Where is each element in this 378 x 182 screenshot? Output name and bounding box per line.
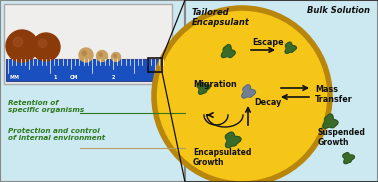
Circle shape — [113, 55, 116, 57]
Circle shape — [331, 123, 334, 126]
Circle shape — [229, 53, 232, 55]
Text: Decay: Decay — [254, 98, 281, 107]
Text: Retention of
specific organisms: Retention of specific organisms — [8, 100, 84, 113]
Circle shape — [96, 50, 107, 62]
Circle shape — [199, 85, 201, 88]
Circle shape — [13, 37, 23, 47]
Circle shape — [226, 54, 228, 56]
Circle shape — [6, 30, 38, 62]
Circle shape — [345, 159, 347, 161]
Circle shape — [325, 120, 328, 123]
Polygon shape — [285, 42, 296, 53]
Circle shape — [287, 45, 289, 47]
Circle shape — [112, 52, 121, 62]
Circle shape — [229, 142, 233, 145]
Circle shape — [347, 154, 349, 156]
Circle shape — [227, 139, 230, 142]
Circle shape — [244, 89, 246, 92]
Polygon shape — [323, 114, 338, 128]
Polygon shape — [197, 82, 210, 94]
FancyBboxPatch shape — [4, 4, 172, 84]
Text: Protection and control
of internal environment: Protection and control of internal envir… — [8, 128, 105, 141]
Circle shape — [38, 39, 47, 48]
Text: Suspended
Growth: Suspended Growth — [318, 128, 366, 147]
Circle shape — [32, 33, 60, 61]
Circle shape — [244, 93, 247, 96]
Bar — [6, 59, 171, 81]
Text: Tailored
Encapsulant: Tailored Encapsulant — [192, 8, 250, 27]
Circle shape — [344, 156, 347, 158]
Text: Encapsulated
Growth: Encapsulated Growth — [193, 148, 251, 167]
Text: Mass
Transfer: Mass Transfer — [315, 85, 353, 104]
Circle shape — [287, 48, 288, 50]
Text: 2: 2 — [111, 75, 115, 80]
Bar — [148, 58, 162, 72]
Text: Escape: Escape — [252, 38, 284, 47]
Circle shape — [289, 50, 291, 52]
Circle shape — [202, 84, 205, 86]
Circle shape — [327, 124, 330, 127]
Bar — [0, 0, 185, 182]
Text: CM: CM — [70, 75, 79, 80]
Text: MM: MM — [10, 75, 20, 80]
Text: Bulk Solution: Bulk Solution — [307, 6, 370, 15]
Circle shape — [223, 51, 226, 54]
Circle shape — [99, 53, 102, 56]
Text: Migration: Migration — [193, 80, 237, 89]
Polygon shape — [225, 132, 241, 148]
Circle shape — [154, 8, 330, 182]
Circle shape — [79, 48, 93, 62]
Polygon shape — [343, 153, 355, 164]
Bar — [185, 0, 378, 182]
Circle shape — [82, 51, 86, 55]
Circle shape — [248, 94, 251, 96]
Polygon shape — [222, 45, 235, 58]
Text: 1: 1 — [53, 75, 57, 80]
Circle shape — [229, 135, 232, 138]
Circle shape — [200, 89, 202, 91]
Polygon shape — [242, 85, 256, 98]
